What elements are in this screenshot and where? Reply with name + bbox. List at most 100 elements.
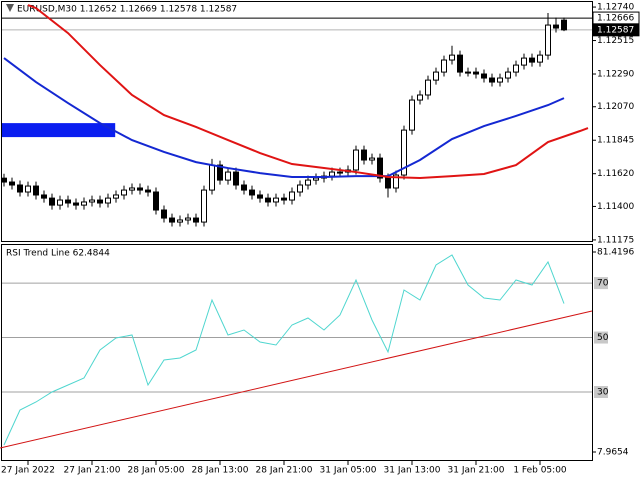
moving-average [3,57,565,178]
candle-body [233,171,239,186]
candle-body [529,57,535,63]
zone [2,123,116,138]
x-tick-label: 28 Jan 13:00 [192,466,249,476]
candle-body [377,157,383,179]
y-tick-label: 50 [597,333,609,343]
candle-body [73,202,79,206]
candle-body [161,209,167,219]
candle-body [193,217,199,223]
y-tick-label: 1.11175 [597,235,634,245]
candle-body [57,199,63,206]
rsi-trend-line [0,310,593,449]
level-label-box [594,331,608,344]
y-tick-label: 30 [597,388,609,398]
price-label: 1.12666 [597,14,634,24]
candle-body [513,64,519,73]
level-label-box [594,277,608,290]
candle-body [169,217,175,223]
candle-body [473,71,479,75]
y-tick-label: 7.9654 [597,448,629,458]
candle-body [225,171,231,181]
candle-body [449,54,455,61]
candle-body [297,184,303,193]
candle-body [145,189,151,193]
price-panel-frame [1,1,593,242]
candle-body [153,191,159,211]
candle-body [361,149,367,161]
y-tick-label: 1.12290 [597,70,634,80]
y-tick-label: 1.12070 [597,102,634,112]
price-label: 1.12587 [597,25,634,35]
chart-title: EURUSD,M30 1.12652 1.12669 1.12578 1.125… [17,5,237,15]
x-tick-label: 31 Jan 21:00 [448,466,505,476]
candle-body [505,71,511,79]
candle-body [113,194,119,199]
rsi-panel-frame [1,244,593,461]
x-tick-label: 1 Feb 05:00 [513,466,567,476]
candle-body [121,189,127,196]
candle-body [553,24,559,29]
rsi-line [3,254,565,446]
candle-body [177,219,183,223]
candle-body [329,171,335,177]
candle-body [89,199,95,203]
moving-average [27,4,589,180]
x-tick-label: 28 Jan 05:00 [128,466,185,476]
y-tick-label: 1.12740 [597,3,634,13]
candle-body [465,71,471,74]
candle-body [257,194,263,199]
candle-body [265,197,271,203]
candle-body [457,54,463,73]
candle-body [9,181,15,186]
candle-body [25,185,31,193]
candle-body [521,57,527,66]
candle-body [433,71,439,81]
rsi-title: RSI Trend Line 62.4844 [6,249,110,259]
candle-body [201,189,207,223]
candle-body [537,54,543,63]
level-label-box [594,386,608,399]
candle-body [497,77,503,83]
candle-body [313,177,319,181]
candle-body [1,177,7,183]
candle-body [417,94,423,101]
candle-body [249,189,255,196]
candle-body [441,59,447,73]
candle-body [353,149,359,171]
candle-body [65,199,71,204]
x-tick-label: 31 Jan 05:00 [320,466,377,476]
candle-body [409,99,415,131]
candle-body [289,191,295,201]
candle-body [337,171,343,174]
y-tick-label: 70 [597,279,609,289]
candle-body [185,217,191,221]
candle-body [385,177,391,189]
candle-body [137,187,143,191]
x-tick-label: 31 Jan 13:00 [384,466,441,476]
x-tick-label: 28 Jan 21:00 [256,466,313,476]
candle-body [561,19,567,31]
candle-body [17,184,23,193]
candle-body [273,197,279,203]
candle-body [393,174,399,189]
candle-body [425,79,431,96]
candle-body [241,184,247,191]
y-tick-label: 1.11400 [597,202,634,212]
y-tick-label: 1.12515 [597,36,634,46]
candle-body [41,194,47,199]
candle-body [105,197,111,204]
candle-body [401,129,407,176]
candle-body [369,157,375,161]
candle-body [209,164,215,191]
candle-body [481,73,487,79]
candle-body [217,164,223,181]
candle-body [305,179,311,186]
candle-body [281,197,287,201]
y-tick-label: 1.11845 [597,136,634,146]
x-tick-label: 27 Jan 21:00 [64,466,121,476]
candle-body [33,185,39,196]
y-tick-label: 1.11620 [597,169,634,179]
candle-body [49,197,55,206]
symbol-icon [6,4,14,12]
